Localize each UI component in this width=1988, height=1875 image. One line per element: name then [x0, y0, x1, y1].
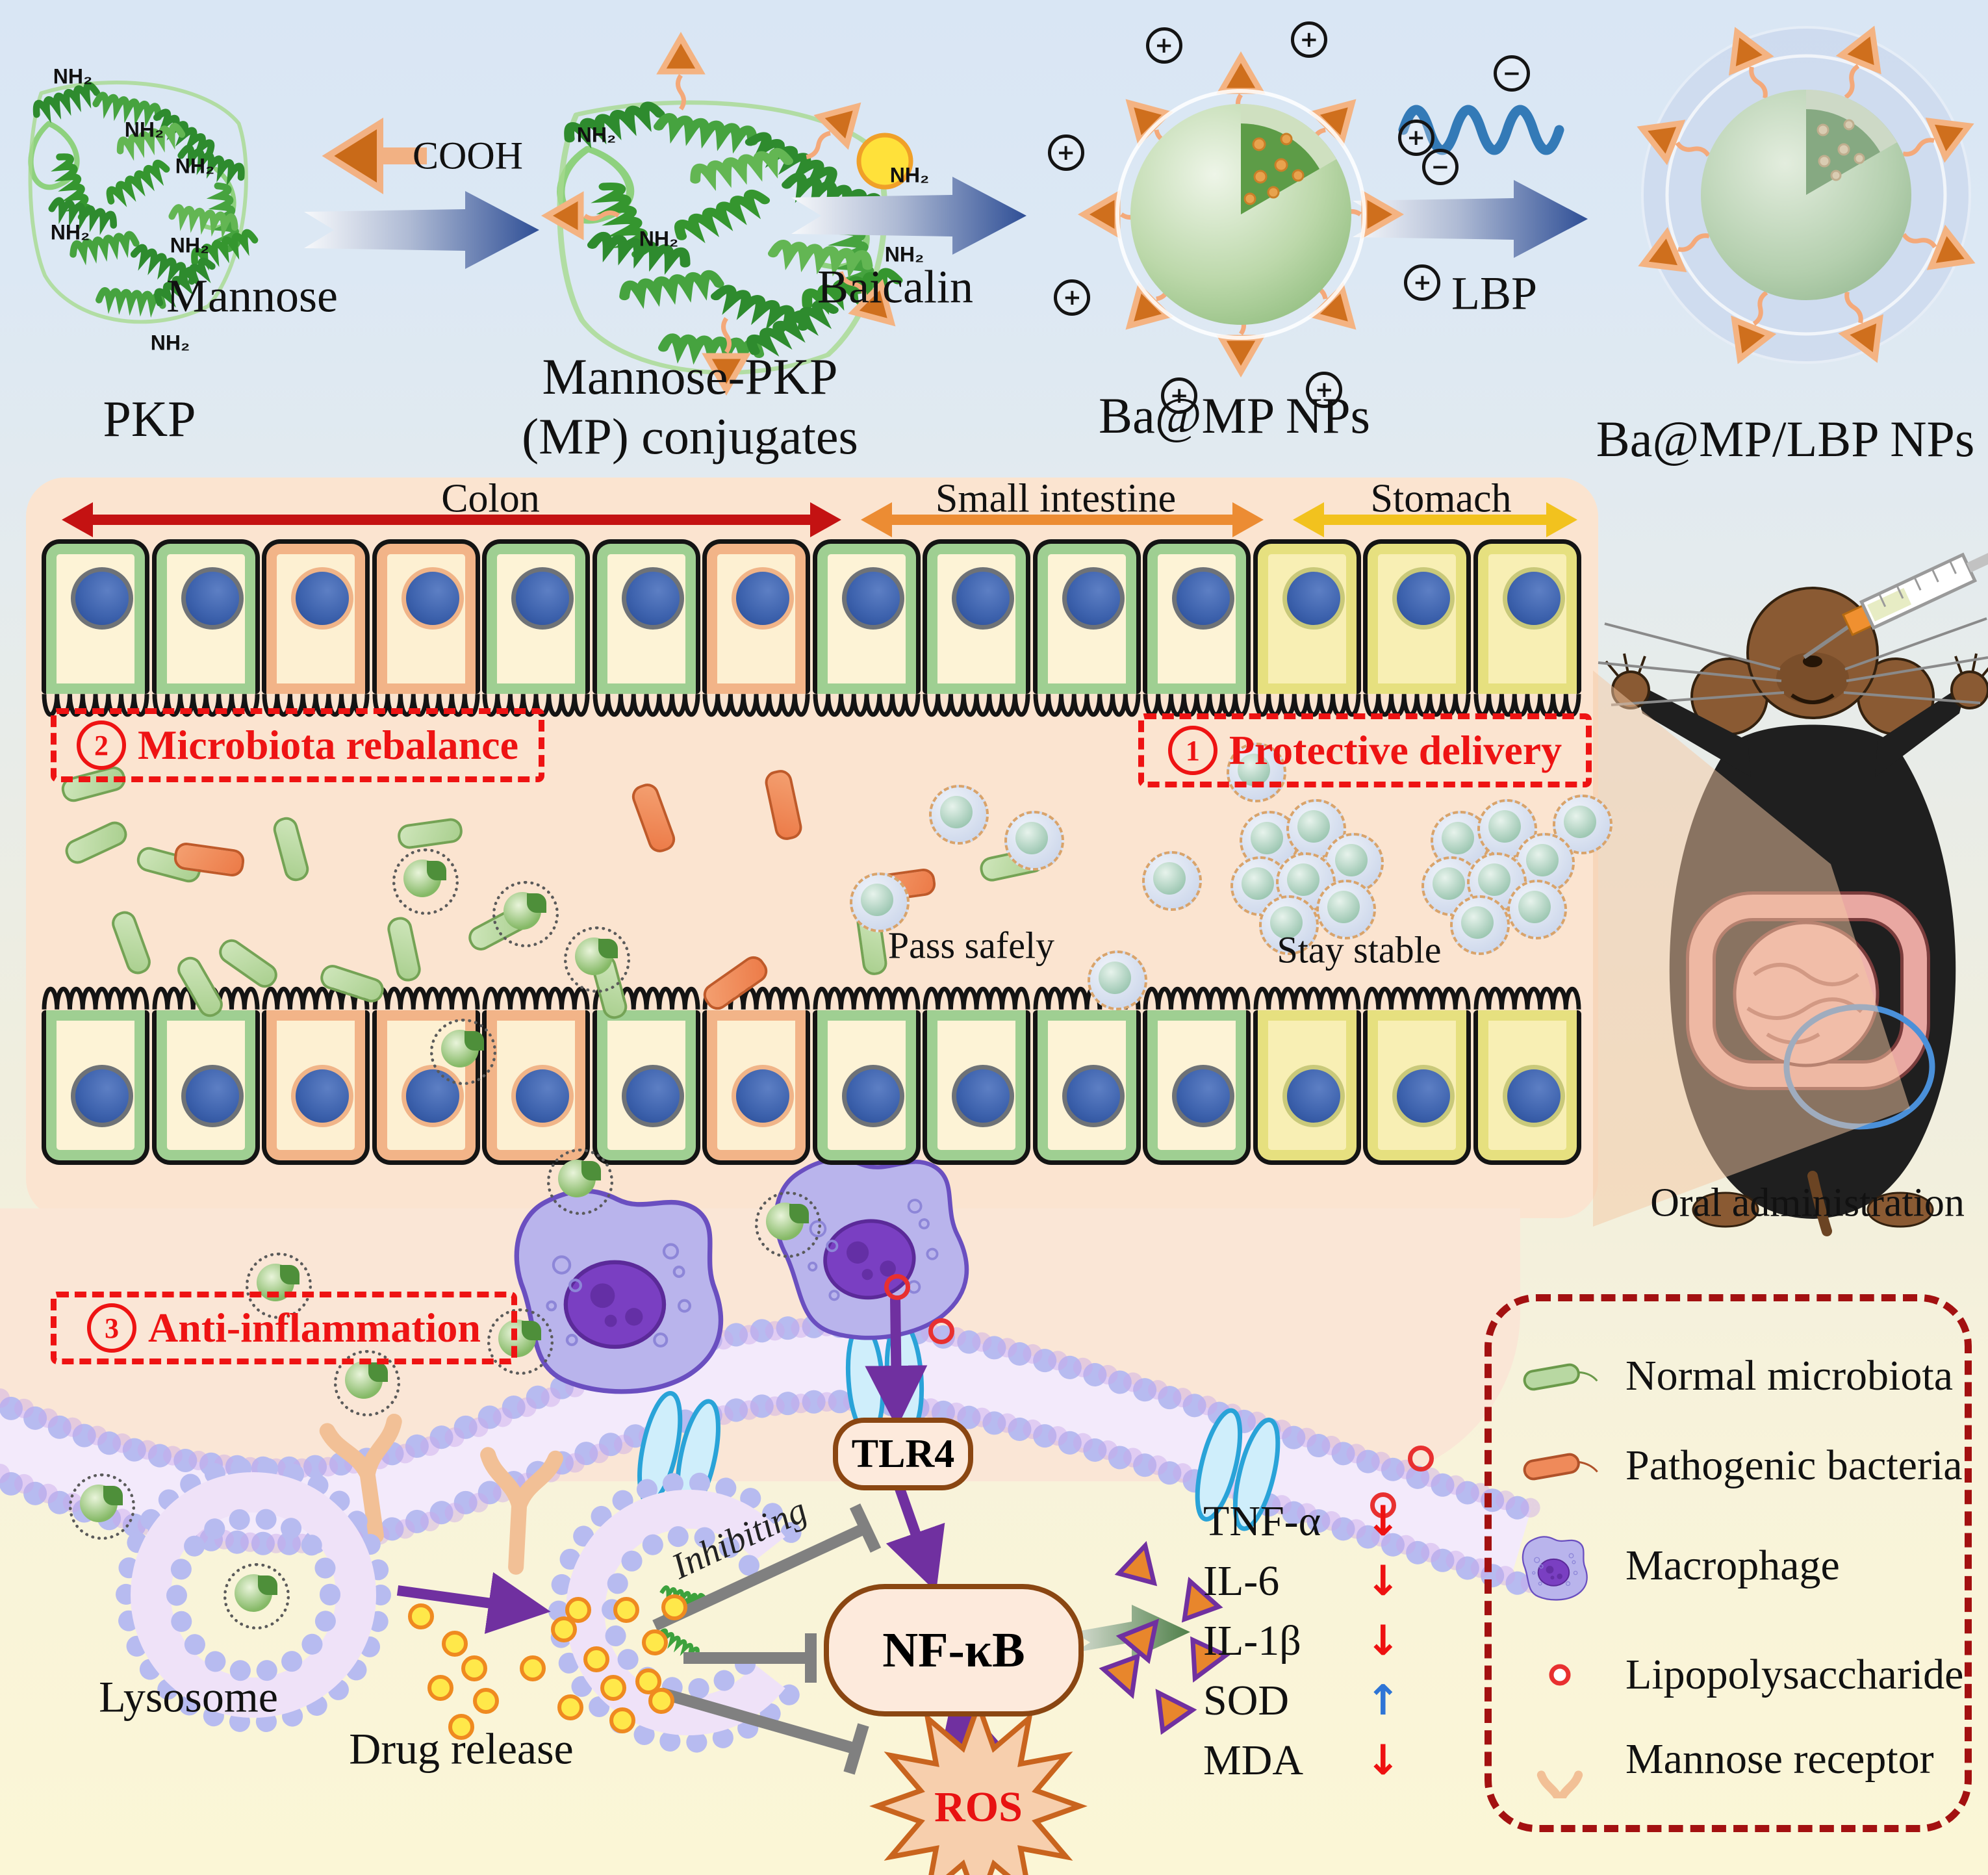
epithelial-cell — [262, 539, 370, 694]
cell-nucleus — [1172, 1065, 1234, 1127]
cell-nucleus — [181, 1065, 244, 1127]
cell-nucleus — [71, 1065, 133, 1127]
epithelial-cell — [1363, 1010, 1471, 1165]
legend-item-pathogenic-bacteria: Pathogenic bacteria — [1511, 1430, 1963, 1501]
normal-bacterium-icon — [1511, 1353, 1609, 1399]
epithelial-cell — [372, 1010, 480, 1165]
epithelial-cell — [42, 539, 149, 694]
epithelial-cell — [482, 539, 590, 694]
pathogenic-bacterium-icon — [1511, 1443, 1609, 1488]
legend-label: Mannose receptor — [1625, 1735, 1934, 1783]
cell-nucleus — [1392, 1065, 1455, 1127]
villi-brush-border — [152, 984, 260, 1011]
cell-nucleus — [71, 567, 133, 630]
cell-nucleus — [1282, 1065, 1345, 1127]
villi-brush-border — [1033, 984, 1141, 1011]
villi-brush-border — [1143, 984, 1251, 1011]
cell-nucleus — [291, 1065, 353, 1127]
villi-brush-border — [1253, 984, 1361, 1011]
cell-nucleus — [181, 567, 244, 630]
epithelial-cell — [1253, 539, 1361, 694]
lipopolysaccharide-icon — [1511, 1655, 1609, 1694]
cell-nucleus — [621, 1065, 684, 1127]
villi-brush-border — [923, 984, 1030, 1011]
epithelial-cell — [812, 539, 921, 694]
epithelial-cell — [372, 539, 480, 694]
legend-label: Macrophage — [1625, 1542, 1840, 1589]
legend-item-normal-microbiota: Normal microbiota — [1511, 1340, 1953, 1412]
legend-item-macrophage: Macrophage — [1511, 1530, 1840, 1601]
cell-nucleus — [1282, 567, 1345, 630]
cell-nucleus — [1502, 1065, 1565, 1127]
cell-nucleus — [1062, 1065, 1125, 1127]
epithelial-cell — [1143, 1010, 1251, 1165]
legend: Normal microbiota Pathogenic bacteria Ma… — [1485, 1294, 1972, 1832]
epithelial-cell — [592, 1010, 700, 1165]
epithelial-cell — [482, 1010, 590, 1165]
cell-nucleus — [511, 567, 574, 630]
villi-brush-border — [372, 984, 480, 1011]
cell-nucleus — [952, 1065, 1014, 1127]
mannose-receptor-icon — [1511, 1720, 1609, 1798]
legend-item-lipopolysaccharide: Lipopolysaccharide — [1511, 1639, 1963, 1711]
cell-nucleus — [841, 1065, 904, 1127]
epithelial-cell — [702, 1010, 810, 1165]
epithelial-cell — [702, 539, 810, 694]
cell-nucleus — [1392, 567, 1455, 630]
villi-brush-border — [702, 984, 810, 1011]
villi-brush-border — [482, 984, 590, 1011]
villi-brush-border — [42, 984, 149, 1011]
legend-item-mannose-receptor: Mannose receptor — [1511, 1724, 1934, 1795]
epithelial-cell — [42, 1010, 149, 1165]
cell-nucleus — [952, 567, 1014, 630]
legend-label: Normal microbiota — [1625, 1352, 1954, 1399]
epithelial-cell — [1253, 1010, 1361, 1165]
legend-label: Lipopolysaccharide — [1625, 1651, 1964, 1698]
epithelial-cell — [1032, 539, 1141, 694]
villi-brush-border — [813, 984, 921, 1011]
villi-brush-border — [262, 984, 370, 1011]
epithelial-cell — [923, 1010, 1030, 1165]
epithelial-cell — [1032, 1010, 1141, 1165]
villi-brush-border — [1363, 984, 1471, 1011]
epithelial-cell — [923, 539, 1030, 694]
cell-nucleus — [621, 567, 684, 630]
epithelial-cell — [1473, 1010, 1581, 1165]
epithelial-cell — [151, 1010, 260, 1165]
macrophage-icon — [1511, 1530, 1609, 1601]
cell-nucleus — [401, 1065, 464, 1127]
epithelial-cell — [592, 539, 700, 694]
cell-nucleus — [291, 567, 353, 630]
epithelial-cell — [262, 1010, 370, 1165]
cell-nucleus — [401, 567, 464, 630]
cell-nucleus — [1172, 567, 1234, 630]
cell-nucleus — [1502, 567, 1565, 630]
cell-nucleus — [841, 567, 904, 630]
legend-label: Pathogenic bacteria — [1625, 1442, 1963, 1489]
villi-brush-border — [593, 984, 700, 1011]
villi-brush-border — [1473, 984, 1581, 1011]
epithelial-cell — [1363, 539, 1471, 694]
epithelial-cell — [151, 539, 260, 694]
epithelial-cell — [812, 1010, 921, 1165]
epithelial-cell — [1143, 539, 1251, 694]
cell-nucleus — [732, 1065, 794, 1127]
cell-nucleus — [732, 567, 794, 630]
cell-nucleus — [511, 1065, 574, 1127]
cell-nucleus — [1062, 567, 1125, 630]
epithelial-cell — [1473, 539, 1581, 694]
